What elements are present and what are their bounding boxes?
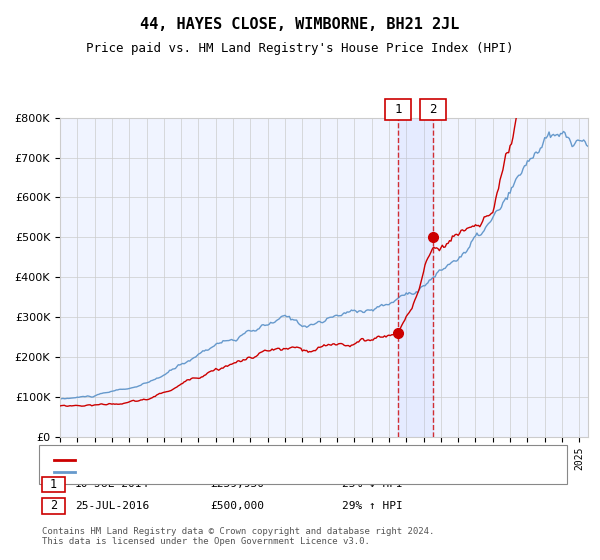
Text: 25-JUL-2016: 25-JUL-2016 bbox=[75, 501, 149, 511]
Text: £259,950: £259,950 bbox=[210, 479, 264, 489]
Text: 1: 1 bbox=[50, 478, 57, 491]
Text: Price paid vs. HM Land Registry's House Price Index (HPI): Price paid vs. HM Land Registry's House … bbox=[86, 42, 514, 55]
Bar bbox=[398, 118, 433, 437]
Text: 2: 2 bbox=[50, 499, 57, 512]
Text: 29% ↑ HPI: 29% ↑ HPI bbox=[342, 501, 403, 511]
Text: 25% ↓ HPI: 25% ↓ HPI bbox=[342, 479, 403, 489]
Text: Contains HM Land Registry data © Crown copyright and database right 2024.
This d: Contains HM Land Registry data © Crown c… bbox=[42, 526, 434, 546]
Text: £500,000: £500,000 bbox=[210, 501, 264, 511]
Text: 44, HAYES CLOSE, WIMBORNE, BH21 2JL (detached house): 44, HAYES CLOSE, WIMBORNE, BH21 2JL (det… bbox=[81, 455, 406, 465]
Text: HPI: Average price, detached house, Dorset: HPI: Average price, detached house, Dors… bbox=[81, 467, 343, 477]
Text: 10-JUL-2014: 10-JUL-2014 bbox=[75, 479, 149, 489]
Text: 2: 2 bbox=[430, 103, 437, 116]
Text: 1: 1 bbox=[394, 103, 401, 116]
Text: 44, HAYES CLOSE, WIMBORNE, BH21 2JL: 44, HAYES CLOSE, WIMBORNE, BH21 2JL bbox=[140, 17, 460, 32]
